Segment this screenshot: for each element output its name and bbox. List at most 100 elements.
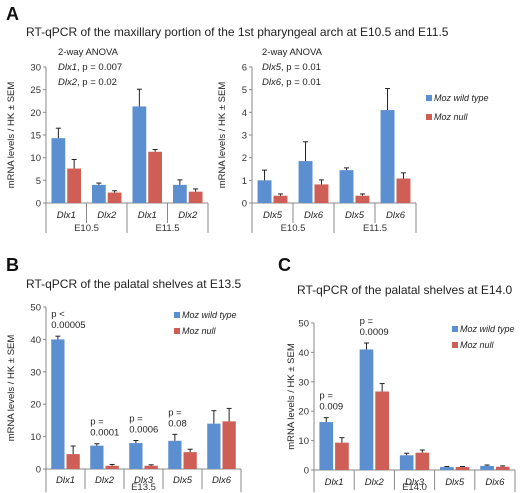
- y-tick-label: 5: [36, 176, 41, 187]
- x-tick-label: Dlx5: [263, 210, 283, 221]
- x-tick-label: Dlx3: [134, 475, 154, 486]
- legend-swatch: [426, 114, 432, 120]
- bar-null: [355, 195, 370, 203]
- bar-null: [396, 178, 411, 203]
- x-tick-label: Dlx1: [56, 475, 75, 486]
- y-tick-label: 0: [36, 199, 41, 210]
- bar-null: [415, 452, 430, 470]
- x-group-label: E10.5: [281, 223, 306, 234]
- panel-title-c: RT-qPCR of the palatal shelves at E14.0: [297, 283, 513, 297]
- bar-wild-type: [257, 180, 272, 203]
- bar-null: [335, 442, 349, 470]
- panel-letter-a: A: [6, 4, 19, 24]
- x-tick-label: Dlx3: [405, 477, 425, 488]
- y-axis-label: mRNA levels / HK ± SEM: [6, 82, 17, 189]
- legend-swatch: [452, 326, 458, 332]
- bar-wild-type: [172, 184, 187, 203]
- stats-line: 2-way ANOVA: [262, 47, 323, 58]
- panel-letter-c: C: [278, 255, 291, 275]
- legend-label: Moz wild type: [434, 93, 489, 103]
- legend-swatch: [174, 312, 180, 318]
- p-value-annotation: 0.00005: [51, 320, 85, 331]
- x-tick-label: Dlx5: [173, 475, 193, 486]
- bar-null: [495, 466, 510, 470]
- p-value-annotation: 0.0001: [90, 428, 119, 439]
- p-value-annotation: p =: [129, 413, 143, 424]
- bar-null: [455, 467, 470, 470]
- bar-wild-type: [319, 422, 334, 470]
- stats-line: 2-way ANOVA: [58, 47, 119, 58]
- y-axis-label: mRNA levels / HK ± SEM: [6, 335, 17, 442]
- x-tick-label: Dlx1: [325, 477, 344, 488]
- bar-null: [273, 195, 288, 203]
- legend-swatch: [426, 95, 432, 101]
- y-tick-label: 1: [242, 176, 247, 187]
- y-tick-label: 5: [242, 85, 247, 96]
- x-tick-label: Dlx1: [138, 210, 157, 221]
- panel-title-a: RT-qPCR of the maxillary portion of the …: [26, 25, 449, 39]
- chart-a-left: 0 5 10 15 20 25 30 mRNA levels / HK ± SEM E10.5 E…: [6, 47, 209, 234]
- y-tick-label: 50: [298, 319, 309, 330]
- y-tick-label: 0: [304, 466, 309, 477]
- p-value-annotation: 0.009: [319, 402, 343, 413]
- bar-wild-type: [440, 467, 454, 470]
- x-tick-label: Dlx2: [97, 210, 117, 221]
- bar-wild-type: [91, 184, 106, 203]
- bar-wild-type: [51, 339, 65, 469]
- x-tick-label: Dlx5: [345, 210, 365, 221]
- bar-wild-type: [359, 349, 374, 470]
- bar-null: [222, 421, 236, 469]
- bar-wild-type: [339, 170, 354, 203]
- legend-swatch: [452, 342, 458, 348]
- bar-wild-type: [90, 445, 104, 469]
- bar-null: [375, 391, 389, 470]
- chart-a-right: 0 1 2 3 4 5 6 mRNA levels / HK ± SEM E10.5 E11.5 D…: [217, 47, 489, 234]
- x-group-label: E13.5: [131, 482, 156, 493]
- y-tick-label: 30: [30, 63, 41, 74]
- y-tick-label: 0: [242, 199, 247, 210]
- p-value-annotation: p =: [319, 391, 333, 402]
- p-value-annotation: p <: [51, 309, 65, 320]
- x-tick-label: Dlx5: [445, 477, 465, 488]
- legend-label: Moz wild type: [182, 310, 237, 320]
- p-value-annotation: 0.08: [168, 418, 187, 429]
- bar-wild-type: [298, 161, 313, 203]
- y-tick-label: 0: [36, 465, 41, 476]
- legend-label: Moz wild type: [460, 324, 515, 334]
- y-tick-label: 3: [242, 131, 247, 142]
- y-axis-label: mRNA levels / HK ± SEM: [217, 82, 228, 189]
- y-tick-label: 50: [30, 303, 41, 314]
- y-tick-label: 10: [30, 432, 41, 443]
- bar-null: [144, 465, 158, 469]
- y-tick-label: 20: [30, 108, 41, 119]
- bar-null: [183, 452, 197, 469]
- y-tick-label: 25: [30, 85, 41, 96]
- y-tick-label: 40: [298, 348, 309, 359]
- bar-null: [107, 192, 122, 203]
- bar-null: [67, 168, 82, 203]
- p-value-annotation: 0.0006: [129, 424, 158, 435]
- stats-line: Dlx5, p = 0.01: [262, 62, 321, 73]
- stats-line: Dlx2, p = 0.02: [58, 77, 117, 88]
- bar-wild-type: [132, 106, 147, 203]
- x-group-label: E14.0: [402, 482, 427, 493]
- y-tick-label: 6: [242, 63, 247, 74]
- y-axis-label: mRNA levels / HK ± SEM: [286, 343, 297, 450]
- y-tick-label: 30: [30, 367, 41, 378]
- y-tick-label: 10: [30, 153, 41, 164]
- p-value-annotation: p =: [168, 407, 182, 418]
- bar-wild-type: [51, 138, 66, 203]
- bar-wild-type: [380, 110, 395, 203]
- x-tick-label: Dlx6: [485, 477, 505, 488]
- x-tick-label: Dlx6: [212, 475, 232, 486]
- y-tick-label: 40: [30, 335, 41, 346]
- legend-label: Moz null: [182, 326, 217, 336]
- panel-letter-b: B: [6, 255, 19, 275]
- x-tick-label: Dlx6: [386, 210, 406, 221]
- bar-wild-type: [168, 440, 182, 469]
- y-tick-label: 30: [298, 377, 309, 388]
- stats-line: Dlx6, p = 0.01: [262, 77, 321, 88]
- y-tick-label: 2: [242, 153, 247, 164]
